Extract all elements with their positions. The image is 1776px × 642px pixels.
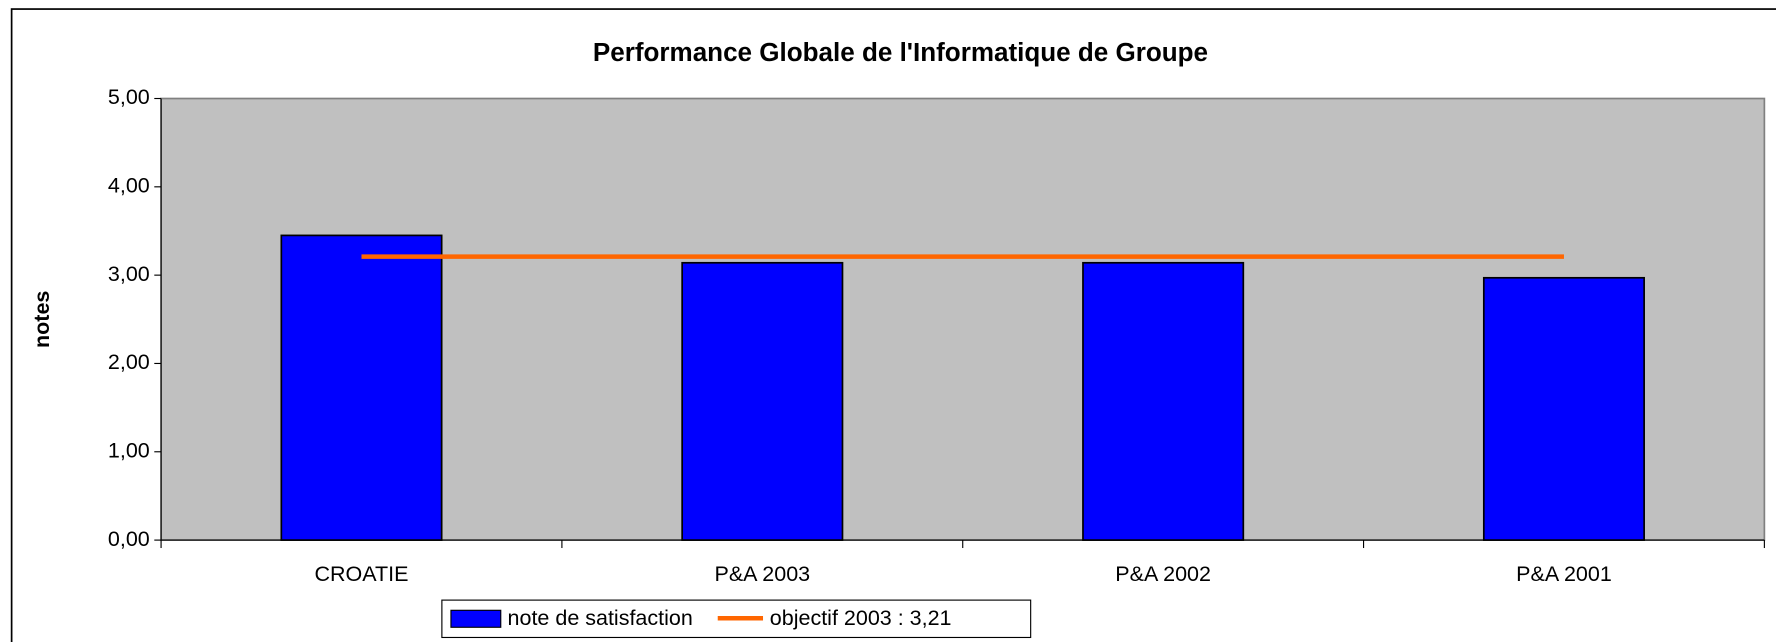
legend-label: objectif 2003 : 3,21 — [770, 606, 952, 630]
y-tick-label: 2,00 — [108, 350, 150, 374]
y-tick-label: 3,00 — [108, 262, 150, 286]
bar — [1082, 261, 1245, 541]
bar — [280, 234, 443, 541]
y-tick-label: 1,00 — [108, 438, 150, 462]
legend-swatch — [450, 609, 502, 628]
bar — [681, 261, 844, 541]
y-axis-title: notes — [30, 291, 54, 348]
x-tick-label: P&A 2002 — [1115, 562, 1211, 586]
y-tick-label: 0,00 — [108, 527, 150, 551]
chart-title: Performance Globale de l'Informatique de… — [593, 37, 1208, 67]
bar — [1482, 276, 1645, 541]
y-tick-label: 4,00 — [108, 174, 150, 198]
y-tick-label: 5,00 — [108, 85, 150, 109]
x-tick-label: CROATIE — [315, 562, 409, 586]
x-tick-label: P&A 2001 — [1516, 562, 1612, 586]
x-tick-label: P&A 2003 — [714, 562, 810, 586]
legend-label: note de satisfaction — [508, 606, 693, 630]
